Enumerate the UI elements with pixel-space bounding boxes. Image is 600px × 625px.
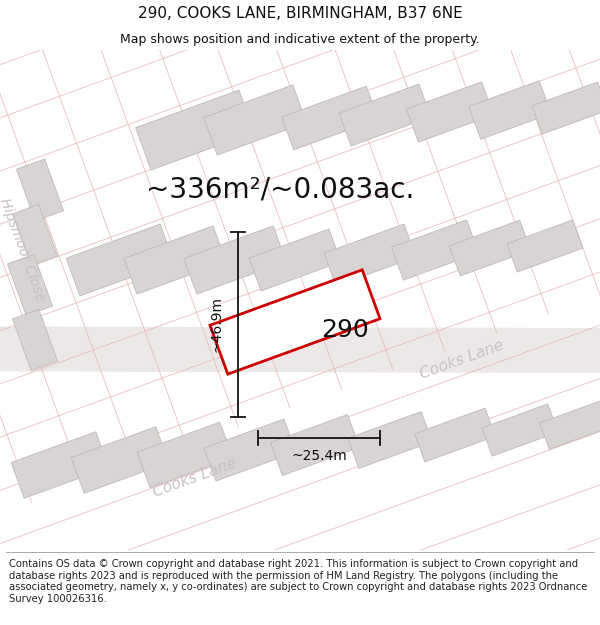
Text: Cooks Lane: Cooks Lane (151, 456, 239, 500)
Polygon shape (11, 432, 109, 498)
Polygon shape (71, 427, 169, 493)
Polygon shape (0, 326, 600, 373)
Polygon shape (204, 419, 296, 481)
Polygon shape (7, 254, 53, 316)
Polygon shape (137, 422, 233, 488)
Polygon shape (415, 408, 496, 462)
Polygon shape (184, 226, 286, 294)
Polygon shape (339, 84, 431, 146)
Polygon shape (348, 412, 432, 468)
Polygon shape (539, 401, 600, 449)
Text: 290, COOKS LANE, BIRMINGHAM, B37 6NE: 290, COOKS LANE, BIRMINGHAM, B37 6NE (137, 6, 463, 21)
Polygon shape (282, 86, 378, 150)
Text: ~336m²/~0.083ac.: ~336m²/~0.083ac. (146, 176, 414, 204)
Polygon shape (324, 224, 416, 286)
Text: Contains OS data © Crown copyright and database right 2021. This information is : Contains OS data © Crown copyright and d… (9, 559, 587, 604)
Polygon shape (249, 229, 341, 291)
Text: Map shows position and indicative extent of the property.: Map shows position and indicative extent… (120, 32, 480, 46)
Polygon shape (13, 204, 58, 266)
Polygon shape (391, 220, 479, 280)
Polygon shape (507, 220, 583, 272)
Text: Cooks Lane: Cooks Lane (418, 338, 506, 382)
Polygon shape (532, 82, 600, 134)
Polygon shape (13, 309, 58, 371)
Polygon shape (449, 220, 531, 276)
Text: ~25.4m: ~25.4m (291, 449, 347, 463)
Polygon shape (66, 224, 174, 296)
Text: Hipsmoor Close: Hipsmoor Close (0, 196, 47, 304)
Polygon shape (136, 90, 254, 170)
Polygon shape (406, 82, 494, 142)
Text: 290: 290 (321, 318, 369, 342)
Polygon shape (469, 81, 551, 139)
Polygon shape (482, 404, 558, 456)
Polygon shape (271, 414, 359, 476)
Polygon shape (203, 85, 307, 155)
Polygon shape (210, 270, 380, 374)
Polygon shape (16, 159, 64, 221)
Polygon shape (124, 226, 226, 294)
Text: ~46.9m: ~46.9m (209, 296, 223, 352)
